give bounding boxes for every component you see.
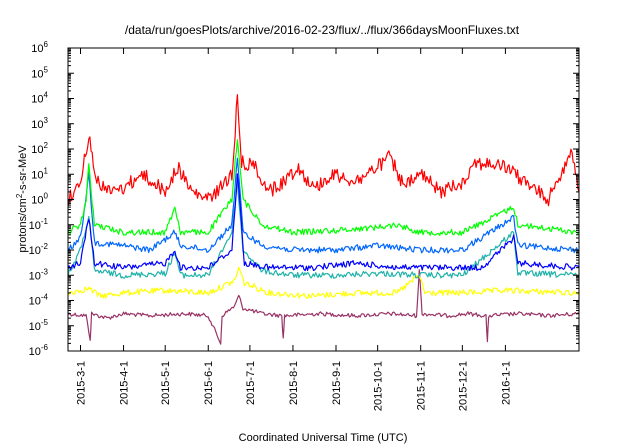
y-tick-label: 101 [31, 166, 48, 181]
x-tick-label: 2015-9-1 [331, 361, 343, 405]
y-tick-base: 10 [31, 68, 43, 80]
y-tick-exp: 5 [44, 65, 49, 74]
series-line-1 [67, 266, 580, 299]
y-label-prefix: protons/cm [17, 198, 29, 252]
plot-frame [67, 47, 580, 352]
x-tick-label: 2015-6-1 [203, 361, 215, 405]
y-tick-base: 10 [31, 119, 43, 131]
y-tick-label: 104 [31, 91, 48, 106]
y-tick-exp: -6 [41, 343, 49, 352]
y-tick-label: 100 [31, 192, 48, 207]
y-tick-label: 10-2 [29, 242, 49, 257]
series-line-5 [67, 139, 580, 236]
y-tick-exp: -1 [41, 217, 49, 226]
y-tick-base: 10 [31, 43, 43, 55]
y-tick-label: 102 [31, 141, 48, 156]
y-tick-base: 10 [31, 94, 43, 106]
series-layer [67, 94, 580, 345]
x-axis: 2015-3-1 2015-4-1 2015-5-1 2015-6-1 2015-7-1… [75, 48, 512, 411]
x-tick-label: 2015-11-1 [416, 361, 428, 410]
y-tick-exp: 2 [44, 141, 49, 150]
chart-title: /data/run/goesPlots/archive/2016-02-23/f… [125, 23, 520, 37]
series-line-4 [67, 173, 580, 272]
y-tick-exp: 6 [44, 40, 49, 49]
y-tick-exp: 0 [44, 192, 49, 201]
series-line-2 [67, 179, 580, 279]
y-tick-label: 106 [31, 40, 48, 55]
y-tick-label: 10-5 [29, 318, 49, 333]
y-tick-label: 10-6 [29, 343, 49, 358]
y-tick-base: 10 [29, 220, 41, 232]
y-tick-label: 105 [31, 65, 48, 80]
series-line-0 [67, 269, 580, 345]
y-tick-base: 10 [31, 169, 43, 181]
y-tick-base: 10 [29, 270, 41, 282]
x-tick-label: 2015-3-1 [75, 361, 87, 405]
x-tick-label: 2015-7-1 [245, 361, 257, 405]
y-tick-base: 10 [29, 346, 41, 358]
y-tick-label: 10-1 [29, 217, 49, 232]
y-tick-label: 10-3 [29, 267, 49, 282]
y-tick-exp: 1 [44, 166, 49, 175]
series-line-6 [67, 94, 580, 207]
x-tick-label: 2015-5-1 [160, 361, 172, 405]
y-tick-exp: -3 [41, 267, 49, 276]
x-tick-label: 2015-12-1 [457, 361, 469, 411]
y-tick-base: 10 [29, 321, 41, 333]
y-tick-exp: 4 [44, 91, 49, 100]
y-tick-base: 10 [31, 144, 43, 156]
x-tick-label: 2015-10-1 [373, 361, 385, 411]
y-tick-exp: -5 [41, 318, 49, 327]
x-tick-label: 2016-1-1 [500, 361, 512, 405]
y-tick-base: 10 [29, 296, 41, 308]
series-line-3 [67, 157, 580, 254]
y-tick-exp: 3 [44, 116, 49, 125]
y-tick-base: 10 [31, 195, 43, 207]
y-tick-label: 103 [31, 116, 48, 131]
x-axis-label: Coordinated Universal Time (UTC) [239, 432, 408, 444]
y-label-sup: 2 [15, 193, 24, 198]
y-axis-label: protons/cm2-s-sr-MeV [15, 145, 29, 253]
x-tick-label: 2015-8-1 [288, 361, 300, 405]
y-tick-base: 10 [29, 245, 41, 257]
x-tick-label: 2015-4-1 [119, 361, 131, 405]
y-tick-label: 10-4 [29, 293, 49, 308]
y-tick-exp: -4 [41, 293, 49, 302]
y-tick-exp: -2 [41, 242, 49, 251]
y-axis: 10-610-510-410-310-210-11001011021031041… [29, 40, 579, 358]
y-label-suffix: -s-sr-MeV [17, 145, 29, 194]
